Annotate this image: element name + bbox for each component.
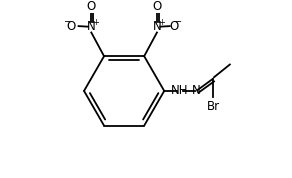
- Text: −: −: [174, 17, 182, 27]
- Text: O: O: [152, 1, 161, 14]
- Text: N: N: [192, 84, 201, 97]
- Text: +: +: [158, 18, 165, 27]
- Text: NH: NH: [171, 84, 188, 97]
- Text: +: +: [93, 18, 99, 27]
- Text: N: N: [87, 20, 96, 33]
- Text: N: N: [152, 20, 161, 33]
- Text: −: −: [64, 17, 72, 27]
- Text: O: O: [87, 1, 96, 14]
- Text: O: O: [170, 20, 179, 33]
- Text: O: O: [67, 20, 76, 33]
- Text: Br: Br: [207, 100, 220, 113]
